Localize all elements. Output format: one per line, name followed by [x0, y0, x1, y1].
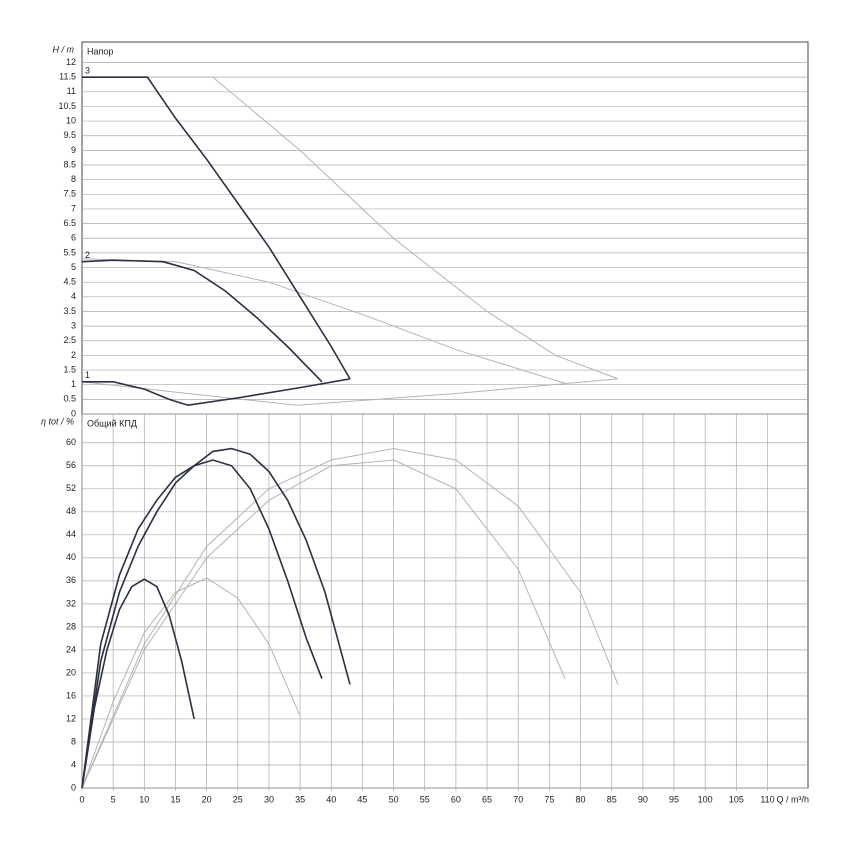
y-tick-label: 3.5	[63, 306, 76, 316]
curve	[81, 259, 323, 383]
y-tick-label: 8	[71, 174, 76, 184]
x-tick-label: 85	[607, 794, 617, 804]
x-tick-label: 0	[79, 794, 84, 804]
y-tick-label: 4	[71, 759, 76, 769]
x-tick-label: 95	[669, 794, 679, 804]
y-tick-label: 56	[66, 460, 76, 470]
curve	[81, 378, 618, 406]
x-tick-label: 20	[202, 794, 212, 804]
y-tick-label: 2.5	[63, 335, 76, 345]
x-axis-label: Q / m³/h	[776, 794, 809, 804]
y-tick-label: 6	[71, 233, 76, 243]
x-tick-label: 75	[544, 794, 554, 804]
curve	[81, 459, 566, 789]
x-tick-label: 45	[357, 794, 367, 804]
y-tick-label: 0	[71, 782, 76, 792]
x-tick-label: 100	[698, 794, 713, 804]
y-tick-label: 5	[71, 262, 76, 272]
y-tick-label: 7.5	[63, 189, 76, 199]
y-tick-label: 2	[71, 350, 76, 360]
curve-label: 2	[85, 250, 90, 260]
panel-title: Напор	[87, 46, 113, 56]
x-tick-label: 55	[420, 794, 430, 804]
frame	[81, 41, 809, 789]
x-tick-label: 110	[760, 794, 774, 804]
y-tick-label: 40	[66, 552, 76, 562]
y-tick-label: 10.5	[58, 101, 76, 111]
curve	[81, 578, 195, 789]
curve-label: 1	[85, 370, 90, 380]
y-tick-label: 4.5	[63, 277, 76, 287]
y-tick-label: 24	[66, 644, 76, 654]
y-tick-label: 44	[66, 529, 76, 539]
y-tick-label: 52	[66, 483, 76, 493]
y-tick-label: 4	[71, 291, 76, 301]
y-tick-label: 5.5	[63, 247, 76, 257]
y-tick-label: 8	[71, 736, 76, 746]
curve	[81, 448, 619, 789]
y-tick-label: 7	[71, 203, 76, 213]
y-axis-label: H / m	[53, 44, 75, 54]
y-tick-label: 20	[66, 667, 76, 677]
y-tick-label: 12	[66, 713, 76, 723]
x-tick-label: 80	[576, 794, 586, 804]
curve	[81, 447, 351, 789]
y-tick-label: 6.5	[63, 218, 76, 228]
x-tick-label: 60	[451, 794, 461, 804]
y-tick-label: 0	[71, 408, 76, 418]
x-tick-label: 35	[295, 794, 305, 804]
x-tick-label: 15	[170, 794, 180, 804]
y-tick-label: 8.5	[63, 159, 76, 169]
y-tick-label: 10	[66, 115, 76, 125]
x-tick-label: 65	[482, 794, 492, 804]
curve	[82, 76, 351, 380]
curve	[81, 258, 566, 384]
curve	[81, 459, 323, 789]
y-tick-label: 12	[66, 57, 76, 67]
x-tick-label: 70	[513, 794, 523, 804]
y-tick-label: 11	[67, 86, 76, 96]
y-tick-label: 60	[66, 437, 76, 447]
y-axis-label: η tot / %	[41, 416, 74, 426]
x-tick-label: 30	[264, 794, 274, 804]
y-tick-label: 32	[66, 598, 76, 608]
y-tick-label: 28	[66, 621, 76, 631]
y-tick-label: 1.5	[63, 364, 76, 374]
x-tick-label: 40	[326, 794, 336, 804]
y-tick-label: 48	[66, 506, 76, 516]
curve	[82, 378, 351, 407]
y-tick-label: 11.5	[59, 72, 76, 82]
x-tick-label: 90	[638, 794, 648, 804]
x-tick-label: 5	[111, 794, 116, 804]
y-tick-label: 9	[71, 145, 76, 155]
curve	[81, 577, 301, 789]
x-tick-label: 50	[389, 794, 399, 804]
y-tick-label: 16	[66, 690, 76, 700]
y-tick-label: 36	[66, 575, 76, 585]
y-tick-label: 0.5	[63, 394, 76, 404]
curve-label: 3	[85, 66, 90, 76]
x-tick-label: 105	[729, 794, 744, 804]
y-tick-label: 1	[71, 379, 76, 389]
y-tick-label: 3	[71, 321, 76, 331]
curve	[82, 76, 619, 380]
panel-title: Общий КПД	[87, 418, 137, 428]
x-tick-label: 10	[139, 794, 149, 804]
y-tick-label: 9.5	[63, 130, 76, 140]
x-tick-label: 25	[233, 794, 243, 804]
